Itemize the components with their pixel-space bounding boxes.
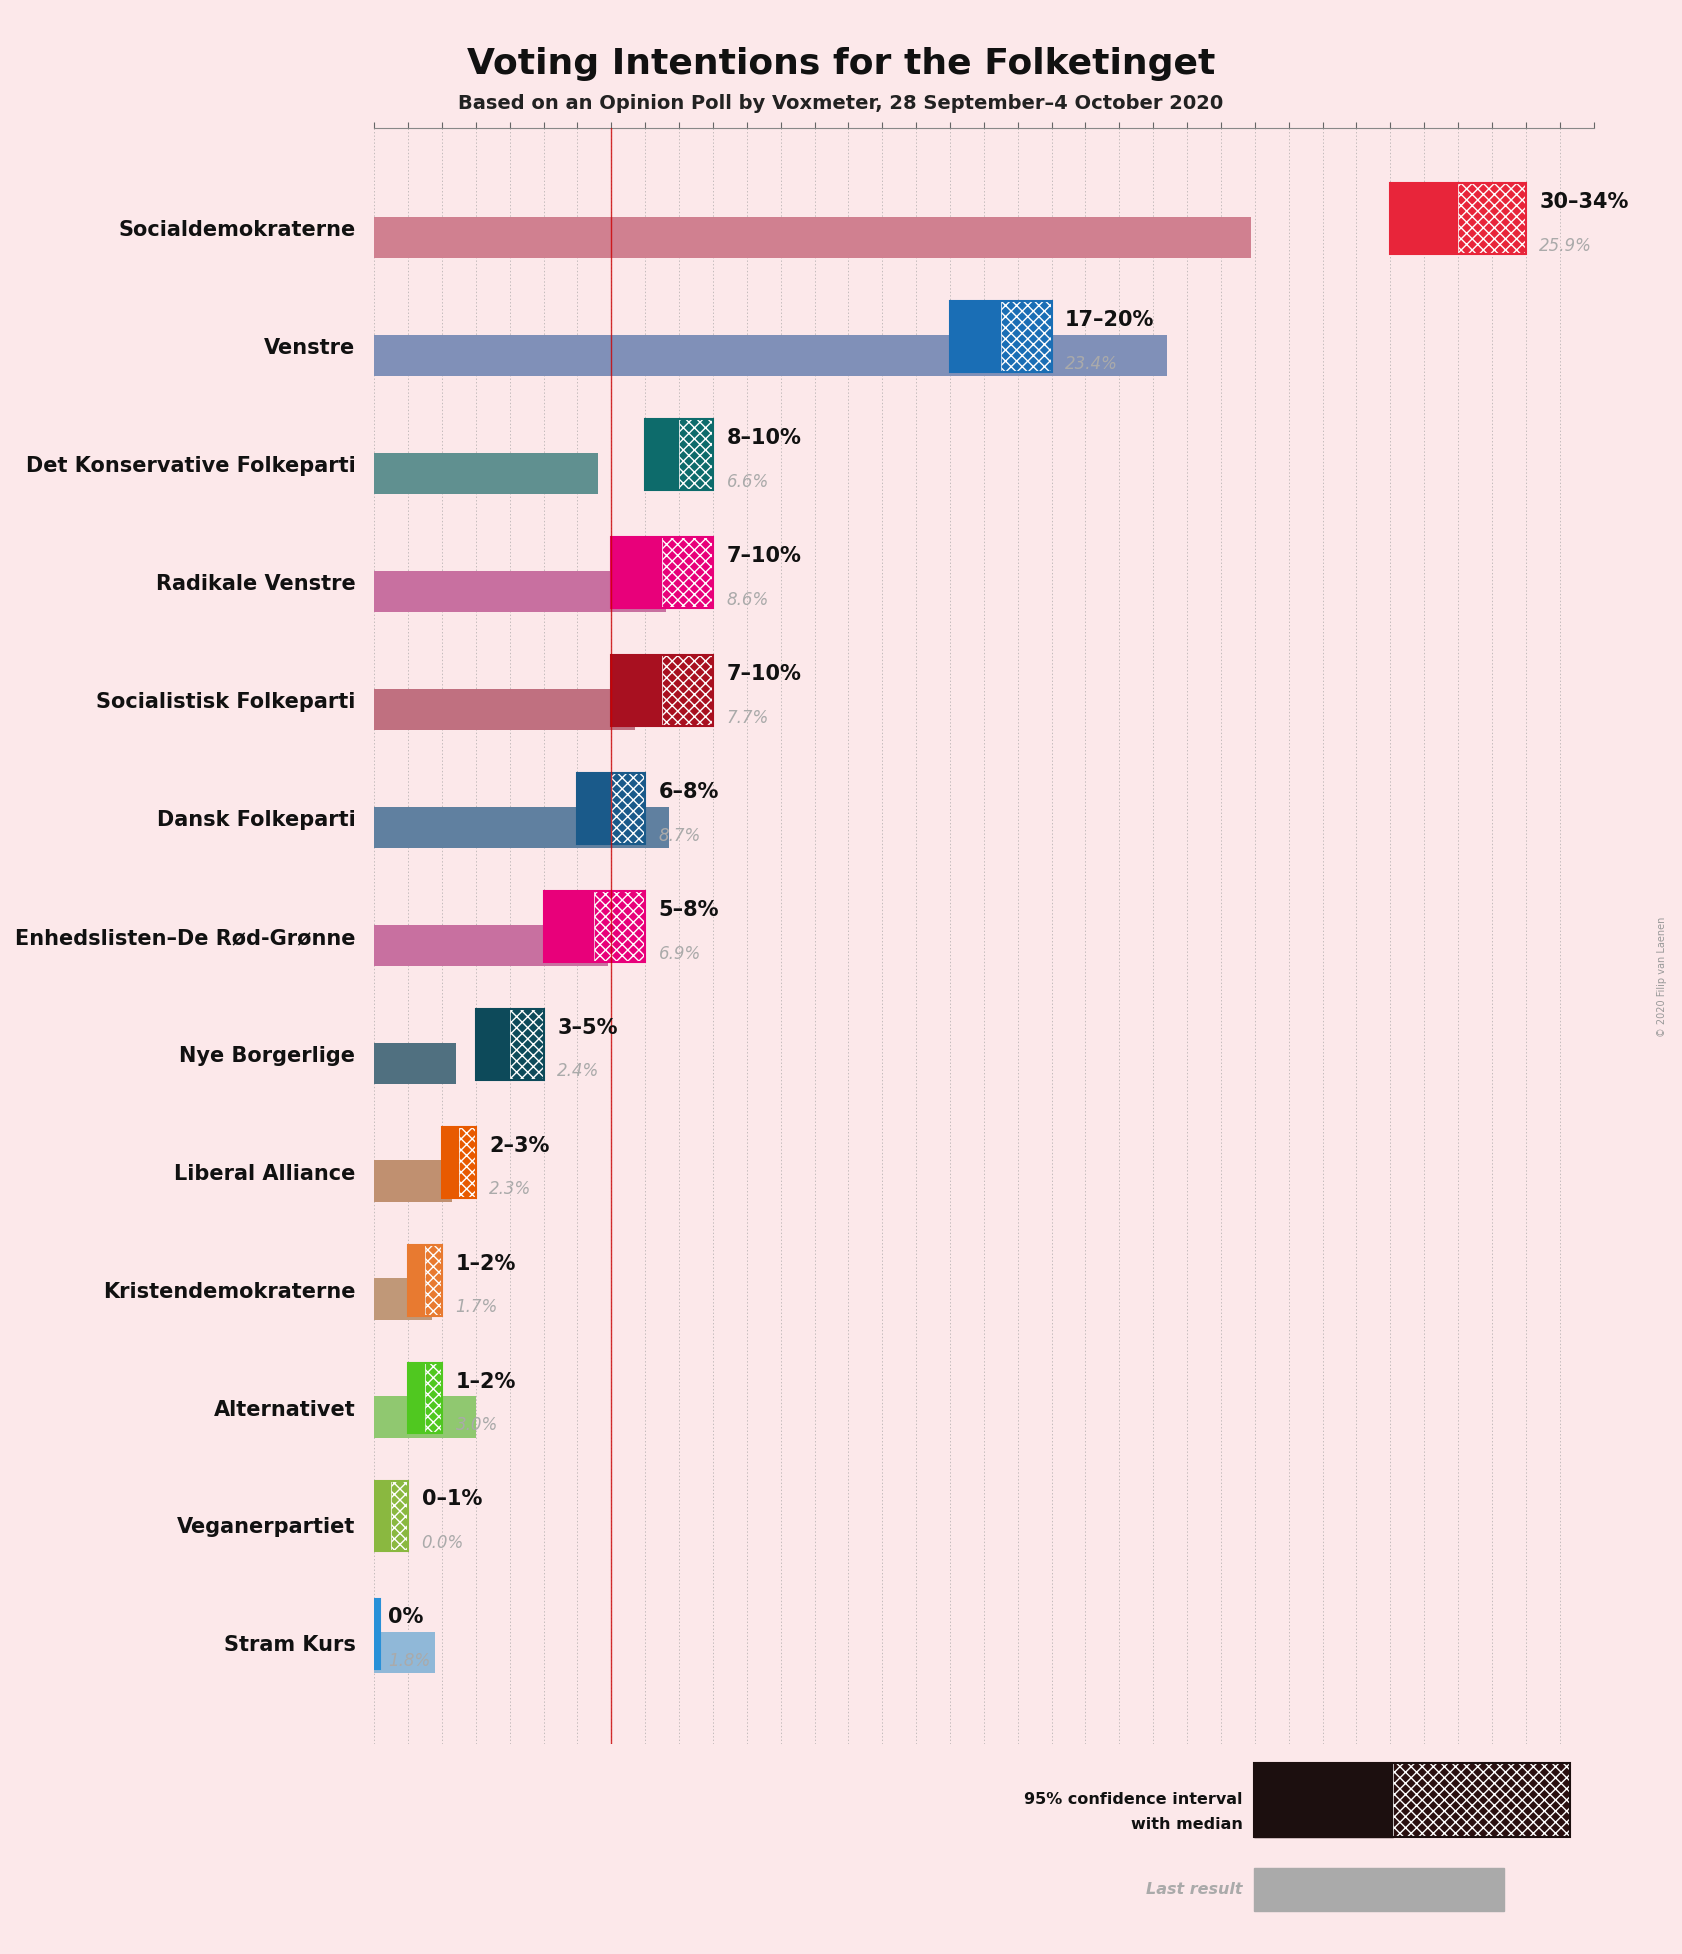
Bar [950, 301, 1051, 371]
Text: 7–10%: 7–10% [727, 664, 801, 684]
Bar [426, 1362, 442, 1434]
Bar [375, 1598, 380, 1669]
Bar [409, 1362, 442, 1434]
Bar [476, 1008, 543, 1081]
Bar [1458, 184, 1526, 254]
Bar [375, 1043, 456, 1084]
Bar [1391, 184, 1526, 254]
Bar [1001, 301, 1051, 371]
Text: 6.9%: 6.9% [659, 944, 701, 963]
Text: 0–1%: 0–1% [422, 1489, 483, 1510]
Bar [1253, 1868, 1504, 1911]
Bar [611, 537, 713, 608]
Text: Last result: Last result [1147, 1882, 1243, 1897]
Bar [1393, 1763, 1571, 1837]
Bar [375, 453, 597, 494]
Bar [646, 420, 713, 490]
Bar [950, 301, 1001, 371]
Text: 6.6%: 6.6% [727, 473, 769, 490]
Bar [375, 688, 636, 731]
Text: © 2020 Filip van Laenen: © 2020 Filip van Laenen [1657, 916, 1667, 1038]
Bar [375, 1481, 409, 1551]
Text: 7–10%: 7–10% [727, 545, 801, 567]
Text: 95% confidence interval: 95% confidence interval [1024, 1792, 1243, 1807]
Bar [375, 1481, 392, 1551]
Text: 17–20%: 17–20% [1065, 311, 1154, 330]
Bar [409, 1245, 426, 1315]
Bar [375, 1161, 452, 1202]
Bar [409, 1245, 442, 1315]
Bar [663, 655, 713, 725]
Bar [426, 1245, 442, 1315]
Bar [1391, 184, 1458, 254]
Text: 5–8%: 5–8% [659, 901, 720, 920]
Text: 23.4%: 23.4% [1065, 356, 1119, 373]
Text: 2–3%: 2–3% [489, 1135, 550, 1155]
Bar [594, 891, 646, 961]
Bar [409, 1362, 426, 1434]
Bar [375, 334, 1167, 377]
Bar [646, 420, 680, 490]
Bar [375, 1598, 380, 1669]
Bar [375, 1278, 432, 1319]
Bar [375, 217, 1251, 258]
Text: 0.0%: 0.0% [422, 1534, 464, 1551]
Text: Based on an Opinion Poll by Voxmeter, 28 September–4 October 2020: Based on an Opinion Poll by Voxmeter, 28… [459, 94, 1223, 113]
Text: 1.8%: 1.8% [389, 1651, 431, 1671]
Bar [442, 1127, 476, 1198]
Bar [375, 1632, 436, 1673]
Bar [1253, 1763, 1393, 1837]
Bar [392, 1481, 409, 1551]
Bar [1253, 1763, 1571, 1837]
Bar [543, 891, 646, 961]
Bar [611, 655, 713, 725]
Text: 2.3%: 2.3% [489, 1180, 532, 1198]
Text: 8.7%: 8.7% [659, 827, 701, 844]
Text: 0%: 0% [389, 1608, 424, 1628]
Bar [459, 1127, 476, 1198]
Bar [543, 891, 594, 961]
Text: 8.6%: 8.6% [727, 590, 769, 610]
Text: Voting Intentions for the Folketinget: Voting Intentions for the Folketinget [468, 47, 1214, 80]
Bar [611, 655, 663, 725]
Bar [375, 571, 666, 612]
Bar [442, 1127, 459, 1198]
Text: 2.4%: 2.4% [557, 1063, 599, 1081]
Bar [375, 1397, 476, 1438]
Bar [375, 807, 669, 848]
Bar [680, 420, 713, 490]
Text: 3–5%: 3–5% [557, 1018, 617, 1038]
Bar [663, 537, 713, 608]
Text: 1.7%: 1.7% [456, 1297, 498, 1317]
Text: 30–34%: 30–34% [1539, 191, 1628, 213]
Bar [510, 1008, 543, 1081]
Bar [375, 924, 607, 965]
Text: with median: with median [1130, 1817, 1243, 1833]
Bar [577, 774, 611, 844]
Bar [577, 774, 646, 844]
Text: 3.0%: 3.0% [456, 1417, 498, 1434]
Bar [611, 774, 646, 844]
Bar [611, 537, 663, 608]
Text: 1–2%: 1–2% [456, 1254, 516, 1274]
Text: 8–10%: 8–10% [727, 428, 801, 447]
Text: 7.7%: 7.7% [727, 709, 769, 727]
Text: 6–8%: 6–8% [659, 782, 720, 801]
Bar [476, 1008, 510, 1081]
Text: 1–2%: 1–2% [456, 1372, 516, 1391]
Text: 25.9%: 25.9% [1539, 236, 1593, 254]
